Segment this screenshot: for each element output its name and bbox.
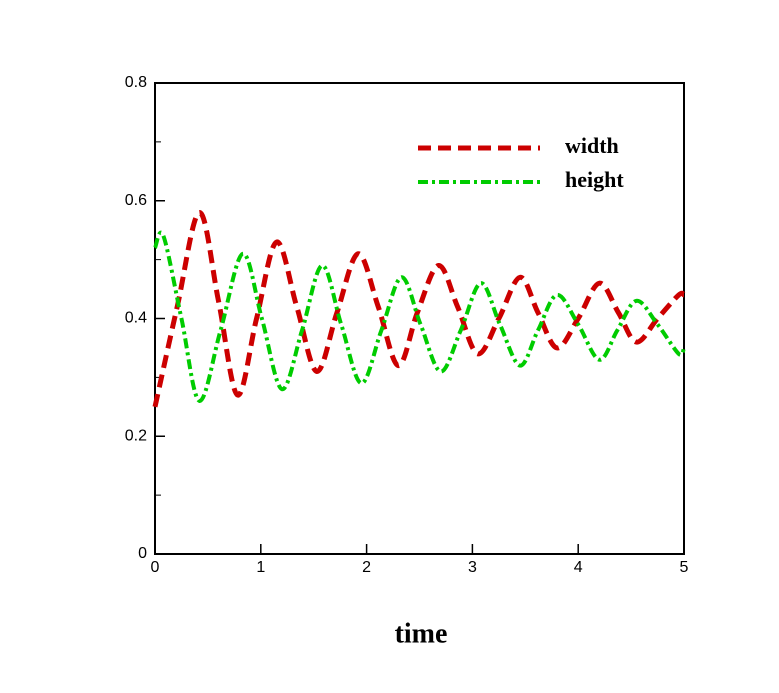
x-tick-label: 2: [362, 559, 371, 576]
y-tick-label: 0.2: [125, 427, 147, 444]
legend-label: width: [565, 133, 619, 158]
y-tick-label: 0: [138, 545, 147, 562]
x-tick-label: 3: [468, 559, 477, 576]
y-tick-label: 0.4: [125, 310, 147, 327]
x-tick-label: 0: [151, 559, 160, 576]
x-tick-label: 1: [256, 559, 265, 576]
legend-label: height: [565, 167, 624, 192]
line-series: [153, 230, 686, 403]
x-tick-label: 4: [574, 559, 583, 576]
line-series: [152, 210, 686, 408]
y-tick-label: 0.6: [125, 192, 147, 209]
y-tick-label: 0.8: [125, 74, 147, 91]
x-axis-label: time: [395, 618, 448, 649]
x-tick-label: 5: [680, 559, 689, 576]
